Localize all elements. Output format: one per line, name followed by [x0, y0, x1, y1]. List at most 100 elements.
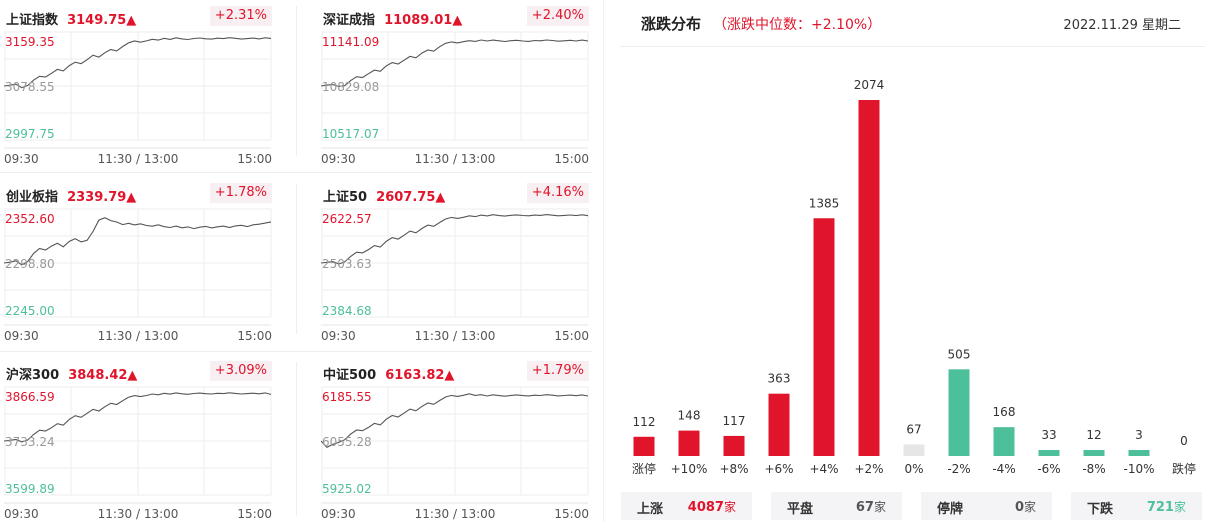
bar-value-label: 0	[1180, 434, 1188, 448]
summary-label: 上涨	[637, 502, 664, 517]
x-tick-label: 15:00	[554, 152, 589, 166]
summary-value: 721家	[1146, 500, 1186, 515]
change-pct-badge: +2.31%	[209, 6, 272, 26]
y-mid-label: 10829.08	[322, 80, 379, 94]
y-high-label: 2352.60	[5, 212, 55, 226]
summary-value: 4087家	[687, 500, 736, 515]
x-tick-label: 11:30 / 13:00	[415, 152, 496, 166]
index-card-shanghai[interactable]: 上证指数 3149.75▲ +2.31% 3159.35 3078.55 2997.…	[4, 0, 274, 170]
x-tick-label: 11:30 / 13:00	[415, 507, 496, 521]
index-name: 上证指数 3149.75▲	[6, 13, 137, 28]
x-tick-label: 09:30	[4, 507, 39, 521]
distribution-median: （涨跌中位数：+2.10%）	[713, 17, 882, 33]
column-divider	[296, 184, 297, 334]
x-tick-label: 15:00	[237, 507, 272, 521]
index-name: 上证50 2607.75▲	[323, 190, 446, 205]
summary-value: 67家	[855, 500, 886, 515]
x-tick-label: 09:30	[321, 329, 356, 343]
index-card-header: 上证指数 3149.75▲ +2.31%	[4, 6, 274, 28]
index-card-chinext[interactable]: 创业板指 2339.79▲ +1.78% 2352.60 2298.80 2245.…	[4, 177, 274, 347]
index-value: 3149.75	[67, 13, 127, 28]
y-mid-label: 2298.80	[5, 257, 55, 271]
distribution-bar	[1083, 450, 1105, 456]
index-card-header: 中证500 6163.82▲ +1.79%	[321, 361, 591, 383]
y-low-label: 2245.00	[5, 304, 55, 318]
category-label: -6%	[1037, 462, 1060, 476]
summary-up: 上涨 4087家	[621, 492, 752, 520]
column-divider	[296, 362, 297, 516]
x-tick-label: 15:00	[554, 507, 589, 521]
index-card-header: 上证50 2607.75▲ +4.16%	[321, 183, 591, 205]
index-card-sse50[interactable]: 上证50 2607.75▲ +4.16% 2622.57 2503.63 2384.…	[321, 177, 591, 347]
y-mid-label: 3733.24	[5, 435, 55, 449]
series-line	[321, 393, 589, 448]
up-arrow-icon: ▲	[126, 13, 137, 28]
category-label: 0%	[904, 462, 923, 476]
bar-value-label: 3	[1135, 428, 1143, 442]
index-name: 创业板指 2339.79▲	[6, 190, 137, 205]
x-tick-label: 15:00	[237, 329, 272, 343]
up-arrow-icon: ▲	[435, 190, 446, 205]
bar-value-label: 168	[993, 405, 1016, 419]
grid	[321, 386, 589, 496]
panel-divider	[603, 0, 604, 522]
bar-value-label: 2074	[854, 78, 885, 92]
bar-value-label: 67	[906, 422, 921, 436]
index-card-header: 沪深300 3848.42▲ +3.09%	[4, 361, 274, 383]
category-label: 涨停	[632, 461, 656, 476]
header-divider	[620, 46, 1205, 47]
up-arrow-icon: ▲	[444, 368, 455, 383]
grid	[321, 208, 589, 318]
y-low-label: 3599.89	[5, 482, 55, 496]
y-high-label: 11141.09	[322, 35, 379, 49]
distribution-bar	[1128, 450, 1150, 456]
intraday-chart-csi300: 3866.59 3733.24 3599.89 09:30 11:30 / 13:00 1…	[4, 386, 272, 521]
distribution-bar	[903, 444, 925, 456]
index-value: 3848.42	[68, 368, 128, 383]
bar-value-label: 112	[633, 415, 656, 429]
x-tick-label: 11:30 / 13:00	[415, 329, 496, 343]
bar-value-label: 363	[768, 372, 791, 386]
index-card-csi300[interactable]: 沪深300 3848.42▲ +3.09% 3866.59 3733.24 3599…	[4, 355, 274, 522]
summary-suspended: 停牌 0家	[921, 492, 1052, 520]
intraday-chart-shanghai: 3159.35 3078.55 2997.75 09:30 11:30 / 13:00 1…	[4, 31, 272, 166]
bar-value-label: 117	[723, 414, 746, 428]
category-label: +10%	[671, 462, 708, 476]
x-tick-label: 09:30	[4, 329, 39, 343]
index-card-shenzhen[interactable]: 深证成指 11089.01▲ +2.40% 11141.09 10829.08 10…	[321, 0, 591, 170]
index-card-csi500[interactable]: 中证500 6163.82▲ +1.79% 6185.55 6055.28 5925…	[321, 355, 591, 522]
index-value: 2339.79	[67, 190, 127, 205]
bar-value-label: 148	[678, 409, 701, 423]
x-tick-label: 09:30	[321, 152, 356, 166]
intraday-chart-sse50: 2622.57 2503.63 2384.68 09:30 11:30 / 13:00 1…	[321, 208, 589, 343]
index-name: 深证成指 11089.01▲	[323, 13, 463, 28]
y-mid-label: 6055.28	[322, 435, 372, 449]
intraday-chart-csi500: 6185.55 6055.28 5925.02 09:30 11:30 / 13:00 1…	[321, 386, 589, 521]
distribution-bar	[813, 218, 835, 456]
index-name: 中证500 6163.82▲	[323, 368, 455, 383]
y-low-label: 5925.02	[322, 482, 372, 496]
up-arrow-icon: ▲	[126, 190, 137, 205]
series-line	[321, 214, 589, 265]
y-low-label: 10517.07	[322, 127, 379, 141]
x-tick-label: 09:30	[4, 152, 39, 166]
y-high-label: 3159.35	[5, 35, 55, 49]
bar-value-label: 505	[948, 347, 971, 361]
category-label: -10%	[1123, 462, 1154, 476]
row-divider	[0, 172, 592, 173]
category-label: +4%	[809, 462, 838, 476]
distribution-bar	[723, 435, 745, 456]
category-label: +2%	[854, 462, 883, 476]
index-name: 沪深300 3848.42▲	[6, 368, 138, 383]
change-pct-badge: +1.79%	[526, 361, 589, 381]
summary-flat: 平盘 67家	[771, 492, 902, 520]
summary-label: 平盘	[787, 502, 814, 517]
series-line	[4, 37, 272, 89]
bar-value-label: 33	[1041, 428, 1056, 442]
x-tick-label: 11:30 / 13:00	[98, 152, 179, 166]
bar-value-label: 1385	[809, 196, 840, 210]
intraday-chart-chinext: 2352.60 2298.80 2245.00 09:30 11:30 / 13:00 1…	[4, 208, 272, 343]
series-line	[4, 392, 272, 443]
index-card-header: 深证成指 11089.01▲ +2.40%	[321, 6, 591, 28]
index-card-header: 创业板指 2339.79▲ +1.78%	[4, 183, 274, 205]
